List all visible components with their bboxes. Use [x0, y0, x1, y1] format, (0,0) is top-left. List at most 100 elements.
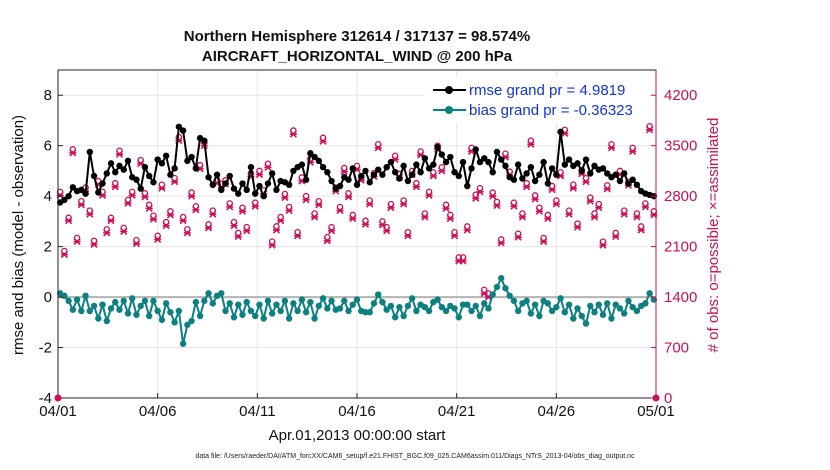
- y-left-tick-label: -2: [39, 340, 52, 357]
- rmse-point: [489, 168, 496, 176]
- rmse-point: [548, 165, 556, 172]
- bias-point: [137, 302, 144, 310]
- obs-assimilated-point: [531, 195, 539, 203]
- rmse-point: [421, 155, 429, 162]
- rmse-point: [430, 161, 437, 168]
- obs-assimilated-point: [90, 240, 98, 249]
- obs-assimilated-point: [272, 226, 280, 234]
- obs-assimilated-point: [429, 172, 437, 180]
- rmse-point: [184, 157, 191, 165]
- obs-assimilated-point: [77, 201, 85, 209]
- rmse-point: [514, 161, 522, 168]
- bias-point: [133, 311, 140, 318]
- rmse-point: [349, 165, 356, 172]
- rmse-point: [502, 162, 509, 170]
- obs-assimilated-point: [540, 238, 548, 246]
- legend: rmse grand pr = 4.9819 bias grand pr = -…: [425, 77, 649, 123]
- obs-assimilated-point: [476, 188, 484, 196]
- rmse-point: [587, 170, 594, 177]
- bias-point: [497, 274, 505, 282]
- obs-assimilated-point: [234, 232, 242, 241]
- x-tick-label: 04/01: [39, 403, 77, 420]
- bias-point: [514, 307, 522, 315]
- rmse-point: [629, 176, 636, 183]
- bias-point: [179, 340, 187, 347]
- y-right-tick-label: 2100: [664, 239, 697, 256]
- rmse-point: [451, 168, 458, 176]
- bias-point: [294, 307, 301, 315]
- obs-assimilated-point: [319, 137, 327, 145]
- rmse-point: [476, 158, 484, 166]
- obs-assimilated-point: [162, 222, 170, 230]
- x-tick-label: 04/16: [338, 403, 376, 420]
- obs-assimilated-point: [510, 202, 518, 210]
- rmse-point: [358, 172, 365, 180]
- rmse-point: [99, 180, 106, 187]
- obs-assimilated-point: [230, 222, 238, 230]
- plot-area: [56, 69, 658, 399]
- bias-point: [587, 302, 594, 310]
- rmse-point: [544, 180, 552, 187]
- bias-point: [557, 295, 564, 302]
- bias-point: [311, 315, 318, 322]
- rmse-point: [252, 190, 259, 197]
- bias-point: [493, 283, 501, 291]
- bias-point: [506, 292, 513, 300]
- obs-assimilated-point: [590, 213, 599, 221]
- obs-assimilated-point: [544, 214, 552, 223]
- bias-point: [205, 290, 212, 297]
- bias-point: [582, 320, 590, 327]
- bias-point: [171, 319, 178, 326]
- bias-point: [268, 310, 276, 317]
- rmse-point: [375, 166, 382, 173]
- obs-assimilated-point: [565, 210, 573, 218]
- obs-assimilated-point: [595, 204, 603, 212]
- rmse-point: [273, 186, 280, 194]
- obs-assimilated-point: [141, 193, 149, 201]
- rmse-point: [141, 163, 149, 171]
- x-axis: 04/01 04/06 04/11 04/16 04/21 04/26 05/01: [39, 393, 675, 420]
- y-left-tick-label: 6: [44, 138, 52, 155]
- obs-assimilated-point: [69, 149, 77, 157]
- rmse-point: [485, 158, 492, 166]
- obs-assimilated-point: [387, 204, 395, 212]
- bias-point: [107, 305, 115, 312]
- bias-point: [370, 300, 378, 307]
- rmse-point: [171, 165, 178, 172]
- obs-assimilated-point: [103, 229, 111, 237]
- bias-point: [485, 305, 492, 312]
- bias-point: [642, 300, 649, 307]
- obs-assimilated-point: [192, 206, 200, 214]
- bias-point: [544, 300, 552, 307]
- rmse-point: [235, 190, 242, 197]
- bias-point: [548, 307, 556, 315]
- obs-assimilated-point: [107, 217, 115, 225]
- rmse-point: [434, 143, 441, 151]
- y-right-tick-label: 700: [664, 340, 689, 357]
- rmse-point: [455, 172, 462, 180]
- y-axis-right-label: # of obs: o=possible; ×=assimilated: [705, 118, 722, 353]
- obs-assimilated-point: [421, 213, 429, 221]
- rmse-point: [158, 160, 166, 167]
- obs-assimilated-point: [472, 194, 480, 202]
- bias-point: [349, 301, 356, 308]
- bias-point: [455, 314, 462, 321]
- x-tick-label: 04/11: [239, 403, 275, 420]
- obs-assimilated-point: [442, 204, 450, 212]
- rmse-point: [328, 177, 335, 185]
- rmse-point: [324, 168, 331, 176]
- bias-point: [290, 300, 297, 307]
- obs-assimilated-point: [582, 178, 590, 186]
- rmse-point: [366, 179, 373, 186]
- obs-assimilated-point: [132, 240, 141, 248]
- obs-assimilated-point: [425, 191, 433, 199]
- obs-assimilated-point: [340, 168, 348, 176]
- obs-assimilated-point: [226, 203, 234, 211]
- bias-point: [472, 302, 479, 310]
- bias-point: [591, 309, 598, 316]
- bias-point: [502, 285, 509, 292]
- rmse-point: [150, 179, 157, 186]
- rmse-point: [145, 172, 153, 180]
- rmse-point: [468, 165, 475, 172]
- rmse-point: [239, 180, 246, 187]
